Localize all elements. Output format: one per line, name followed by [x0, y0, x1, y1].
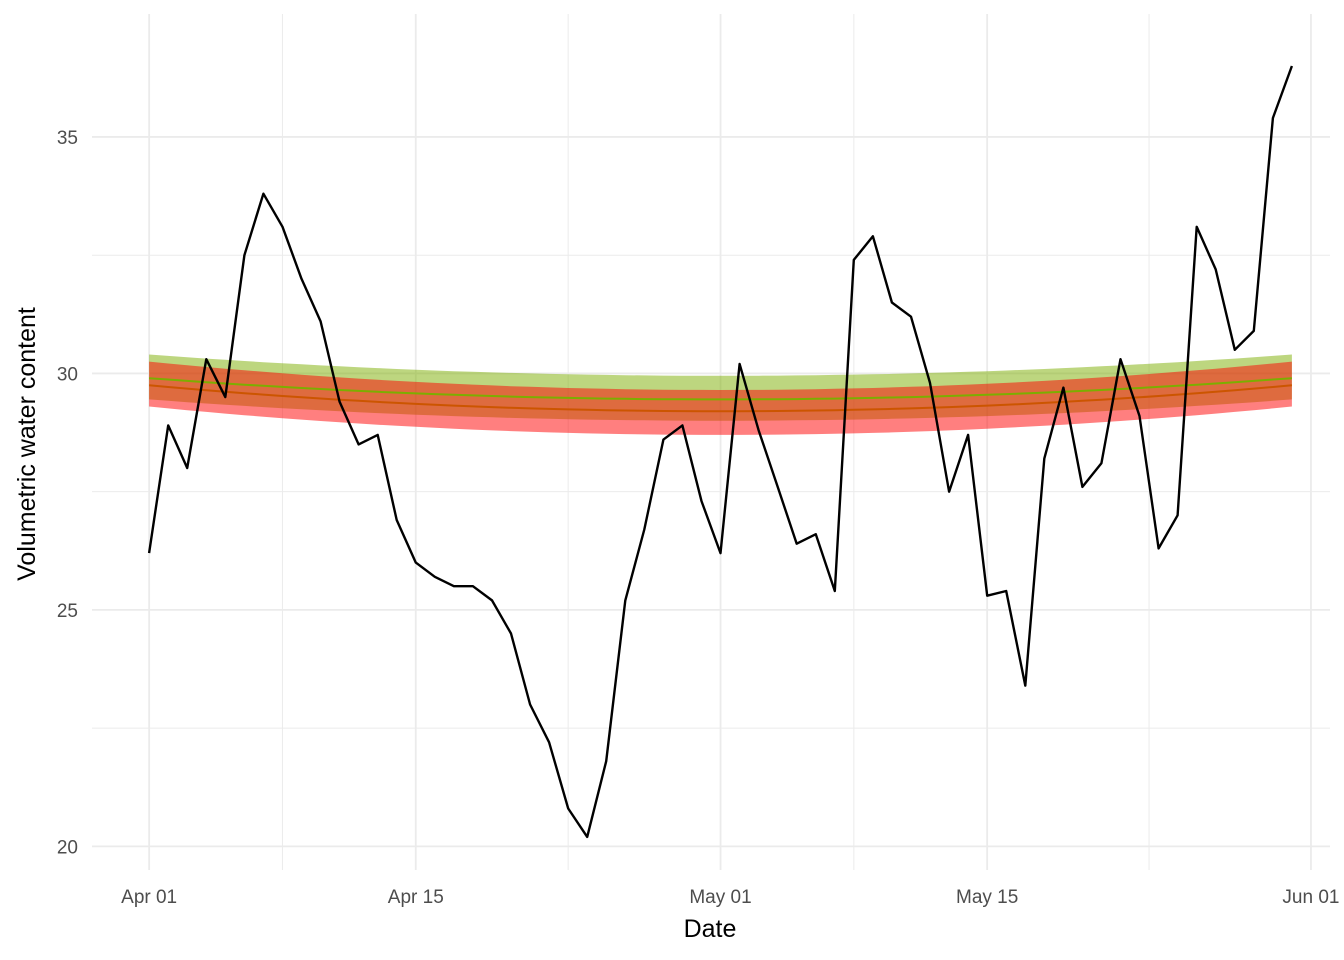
y-tick-label: 35: [57, 128, 78, 149]
confidence-band: [149, 361, 1292, 435]
x-tick-labels: Apr 01 Apr 15 May 01 May 15 Jun 01: [121, 887, 1339, 908]
y-tick-label: 25: [57, 601, 78, 622]
x-tick-label: Apr 15: [388, 887, 444, 908]
x-axis-title: Date: [684, 915, 737, 943]
x-tick-label: May 01: [689, 887, 751, 908]
x-tick-label: Jun 01: [1282, 887, 1339, 908]
y-tick-labels: 20 25 30 35: [57, 128, 78, 858]
y-tick-label: 30: [57, 364, 78, 385]
y-axis-title: Volumetric water content: [13, 307, 41, 581]
x-tick-label: Apr 01: [121, 887, 177, 908]
grid-minor-lines: [92, 14, 1330, 870]
fit-line: [149, 377, 1292, 401]
observed-line: [147, 65, 1294, 839]
observed-series: [147, 65, 1294, 839]
x-tick-label: May 15: [956, 887, 1018, 908]
y-tick-label: 20: [57, 837, 78, 858]
